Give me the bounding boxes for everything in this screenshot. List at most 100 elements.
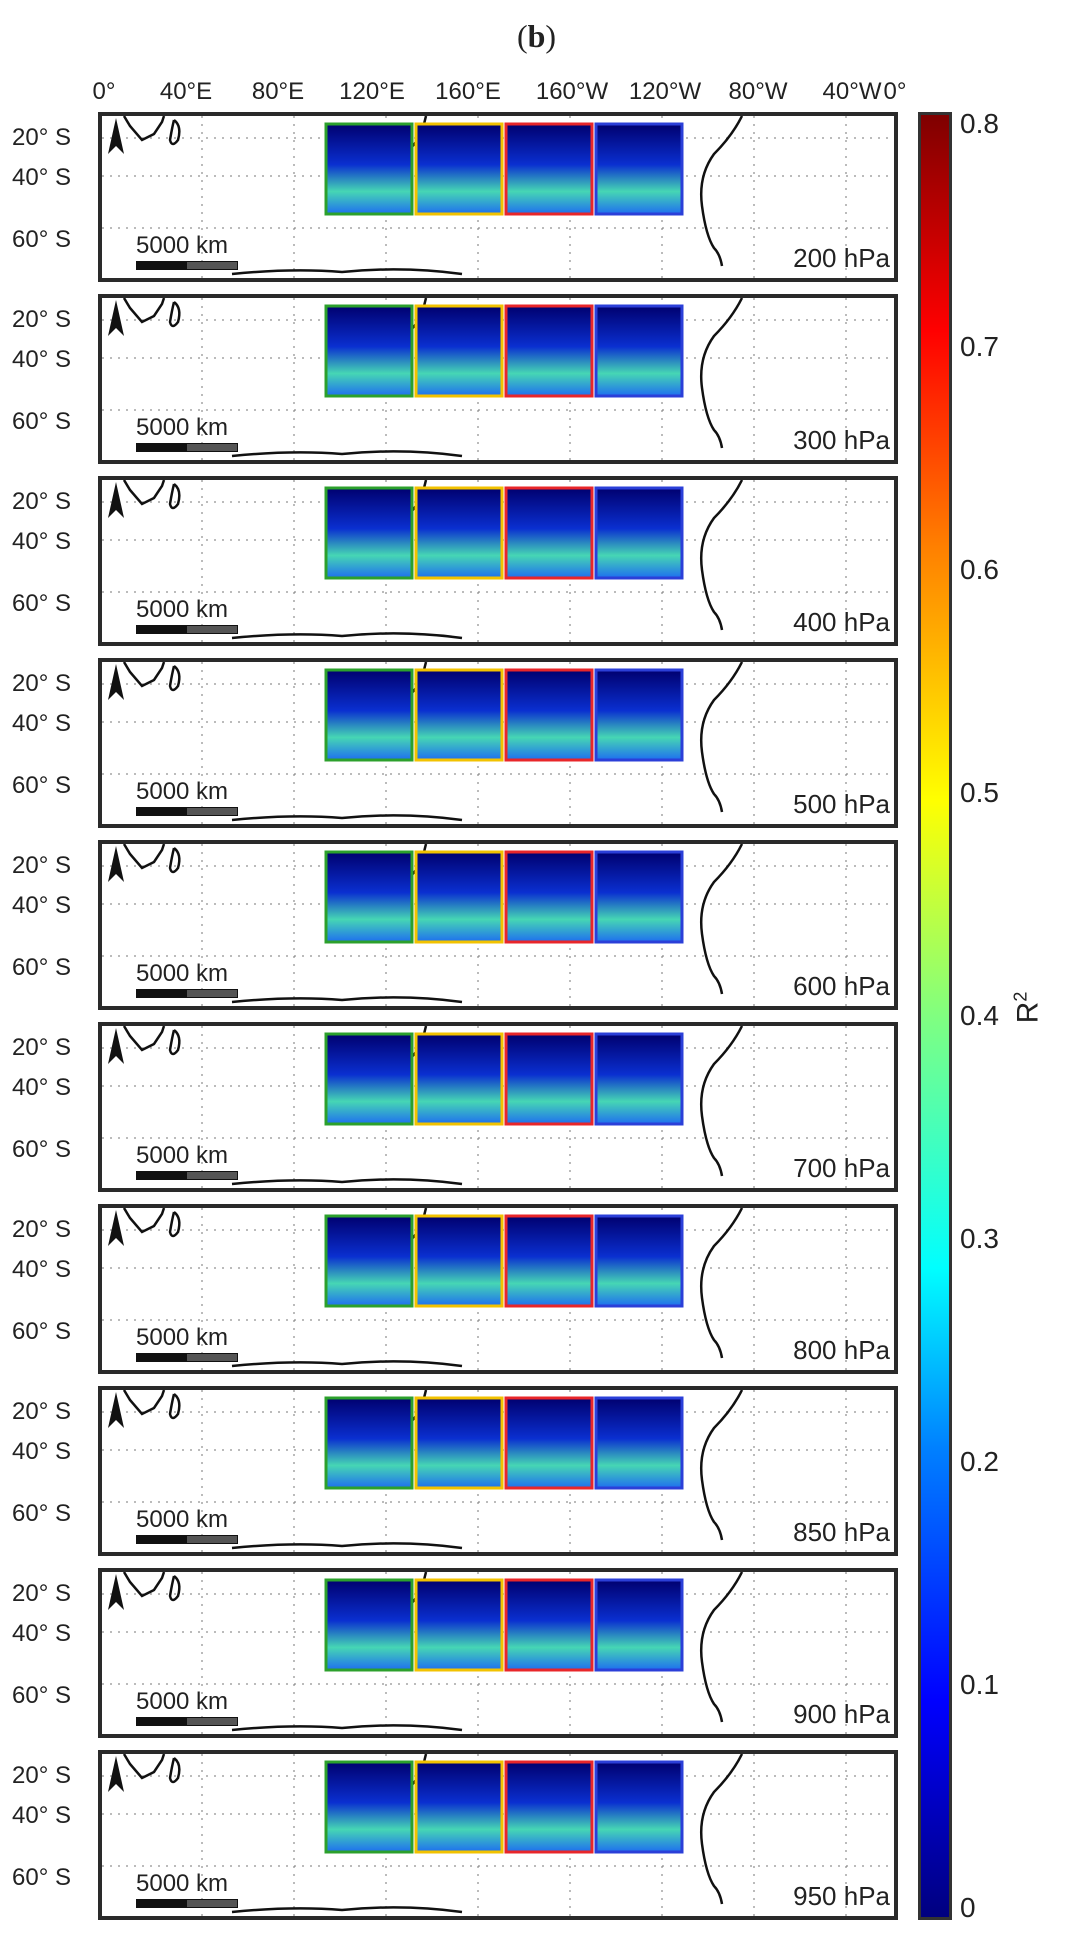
pressure-level-label: 400 hPa <box>793 607 890 637</box>
latitude-label: 40° S <box>12 892 71 919</box>
longitude-label: 0° <box>92 78 116 105</box>
scale-bar-label: 5000 km <box>136 1688 229 1715</box>
figure-letter: b <box>527 18 546 54</box>
coastline <box>168 665 181 692</box>
region-box <box>414 122 504 216</box>
latitude-label: 60° S <box>12 1500 71 1527</box>
region-box <box>594 668 684 762</box>
region-box <box>324 1032 414 1126</box>
coastline <box>700 116 744 267</box>
scale-bar <box>136 1717 238 1726</box>
latitude-label: 40° S <box>12 346 71 373</box>
scale-bar-label: 5000 km <box>136 960 229 987</box>
longitude-label: 40°W <box>822 78 882 105</box>
region-box <box>594 1396 684 1490</box>
region-box <box>324 850 414 944</box>
pressure-level-label: 800 hPa <box>793 1335 890 1365</box>
map-svg <box>102 480 894 642</box>
region-box <box>324 1578 414 1672</box>
longitude-axis: 0° 40°E 80°E 120°E 160°E 160°W 120°W 80°W 40°W 0° <box>0 78 1073 114</box>
longitude-label: 80°W <box>728 78 788 105</box>
coastline <box>231 450 463 458</box>
scale-bar-label: 5000 km <box>136 1506 229 1533</box>
region-box <box>504 1214 594 1308</box>
region-box <box>504 850 594 944</box>
coastline <box>231 268 463 276</box>
pressure-level-label: 900 hPa <box>793 1699 890 1729</box>
colorbar-title: R2 <box>1010 992 1045 1024</box>
longitude-label: 120°E <box>339 78 405 105</box>
latitude-label: 40° S <box>12 1256 71 1283</box>
latitude-label: 20° S <box>12 1580 71 1607</box>
colorbar-tick-label: 0.8 <box>960 108 999 139</box>
pressure-level-label: 950 hPa <box>793 1881 890 1911</box>
colorbar-tick-label: 0.3 <box>960 1223 999 1254</box>
coastline <box>700 298 744 449</box>
latitude-label: 20° S <box>12 1034 71 1061</box>
map-panel: 5000 km 400 hPa <box>98 476 898 646</box>
north-arrow-icon <box>108 846 124 882</box>
latitude-label: 60° S <box>12 1136 71 1163</box>
region-box <box>504 1760 594 1854</box>
region-box <box>504 304 594 398</box>
north-arrow-icon <box>108 1028 124 1064</box>
coastline <box>700 1754 744 1905</box>
coastline <box>122 116 166 142</box>
coastline <box>122 1572 166 1598</box>
latitude-label: 60° S <box>12 1682 71 1709</box>
map-svg <box>102 298 894 460</box>
north-arrow-icon <box>108 1210 124 1246</box>
map-panel: 5000 km 950 hPa <box>98 1750 898 1920</box>
region-box <box>504 1032 594 1126</box>
colorbar-tick-label: 0 <box>960 1892 976 1923</box>
scale-bar-label: 5000 km <box>136 596 229 623</box>
region-box <box>594 304 684 398</box>
scale-bar <box>136 443 238 452</box>
longitude-label: 120°W <box>628 78 702 105</box>
region-box <box>324 1214 414 1308</box>
coastline <box>168 1393 181 1420</box>
coastline <box>231 1178 463 1186</box>
map-svg <box>102 1754 894 1916</box>
map-svg <box>102 1208 894 1370</box>
coastline <box>168 483 181 510</box>
map-panel: 5000 km 700 hPa <box>98 1022 898 1192</box>
latitude-label: 40° S <box>12 164 71 191</box>
map-panel: 5000 km 900 hPa <box>98 1568 898 1738</box>
longitude-label: 160°E <box>435 78 501 105</box>
scale-bar <box>136 1899 238 1908</box>
region-box <box>324 1760 414 1854</box>
latitude-label: 40° S <box>12 1438 71 1465</box>
pressure-level-label: 700 hPa <box>793 1153 890 1183</box>
latitude-label: 40° S <box>12 1074 71 1101</box>
scale-bar-label: 5000 km <box>136 414 229 441</box>
coastline <box>122 1390 166 1416</box>
latitude-label: 60° S <box>12 1864 71 1891</box>
coastline <box>231 1906 463 1914</box>
latitude-label: 20° S <box>12 488 71 515</box>
region-box <box>504 122 594 216</box>
scale-bar <box>136 625 238 634</box>
latitude-label: 40° S <box>12 1802 71 1829</box>
region-box <box>324 1396 414 1490</box>
coastline <box>700 844 744 995</box>
scale-bar-label: 5000 km <box>136 232 229 259</box>
scale-bar-label: 5000 km <box>136 1870 229 1897</box>
coastline <box>168 1575 181 1602</box>
coastline <box>231 814 463 822</box>
map-panel: 5000 km 200 hPa <box>98 112 898 282</box>
longitude-label: 160°W <box>535 78 609 105</box>
map-panel: 5000 km 300 hPa <box>98 294 898 464</box>
coastline <box>700 1208 744 1359</box>
region-box <box>504 668 594 762</box>
region-box <box>324 668 414 762</box>
map-svg <box>102 1390 894 1552</box>
coastline <box>122 1754 166 1780</box>
region-box <box>504 1578 594 1672</box>
region-box <box>594 1214 684 1308</box>
coastline <box>168 1211 181 1238</box>
pressure-level-label: 300 hPa <box>793 425 890 455</box>
coastline <box>122 662 166 688</box>
map-panel: 5000 km 800 hPa <box>98 1204 898 1374</box>
region-box <box>414 1032 504 1126</box>
